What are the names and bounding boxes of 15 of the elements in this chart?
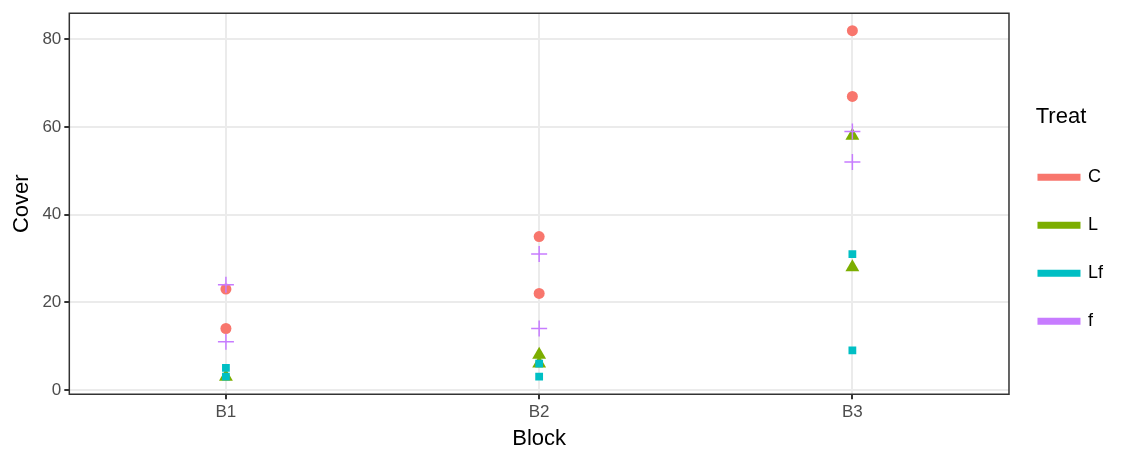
- y-tick-label: 80: [42, 29, 62, 49]
- y-tick-label: 40: [42, 204, 62, 224]
- legend-title: Treat: [1035, 102, 1087, 128]
- legend-label: L: [1087, 214, 1098, 235]
- legend-label: f: [1087, 310, 1094, 331]
- y-tick-label: 20: [42, 291, 62, 311]
- legend-label: Lf: [1087, 262, 1104, 283]
- y-tick-label: 0: [51, 379, 62, 399]
- legend-label: C: [1087, 166, 1101, 187]
- x-tick-label: B3: [841, 402, 863, 422]
- x-tick-label: B2: [528, 402, 550, 422]
- y-axis-title: Cover: [8, 174, 34, 234]
- x-axis-title: Block: [512, 424, 568, 450]
- x-tick-label: B1: [215, 402, 237, 422]
- y-tick-label: 60: [42, 116, 62, 136]
